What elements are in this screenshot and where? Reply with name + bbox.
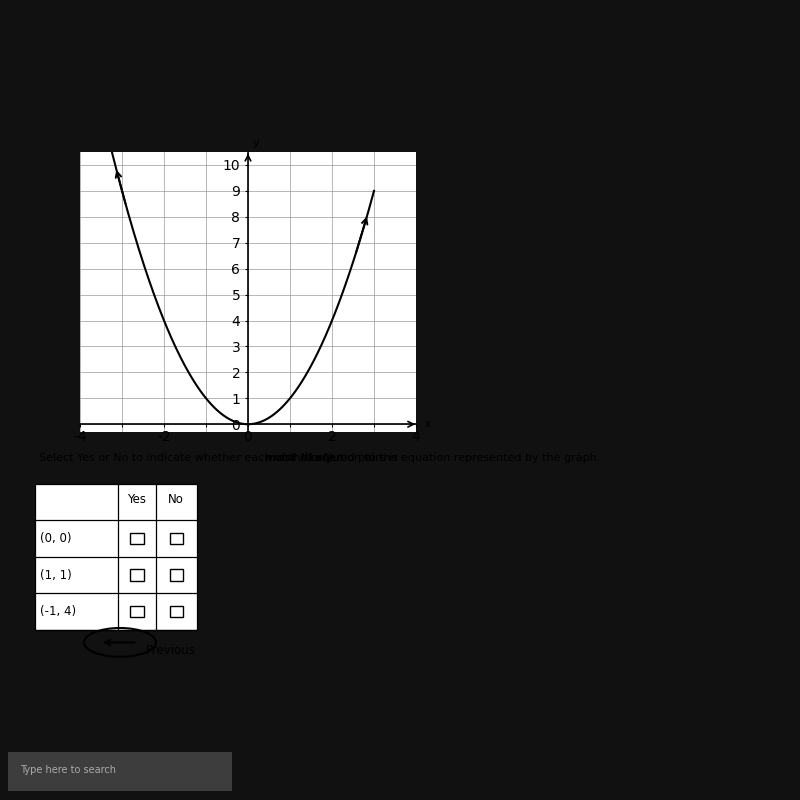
Text: (-1, 4): (-1, 4)	[40, 605, 76, 618]
Text: Yes: Yes	[127, 493, 146, 506]
Text: a solution to the equation represented by the graph.: a solution to the equation represented b…	[302, 453, 600, 462]
Bar	[35, 484, 197, 630]
Text: (1, 1): (1, 1)	[40, 569, 71, 582]
Bar	[170, 533, 183, 544]
Text: Previous: Previous	[146, 644, 195, 657]
Bar	[130, 606, 143, 617]
Bar	[8, 752, 232, 791]
Bar	[170, 570, 183, 581]
Text: y: y	[253, 138, 260, 148]
Bar	[130, 570, 143, 581]
Text: x: x	[424, 419, 431, 430]
Bar	[170, 606, 183, 617]
Bar	[130, 533, 143, 544]
Text: No: No	[168, 493, 184, 506]
Text: most likely: most likely	[265, 453, 334, 462]
Text: Select Yes or No to indicate whether each of the ordered pairs is: Select Yes or No to indicate whether eac…	[39, 453, 402, 462]
Text: Type here to search: Type here to search	[20, 765, 116, 775]
Text: (0, 0): (0, 0)	[40, 532, 71, 545]
